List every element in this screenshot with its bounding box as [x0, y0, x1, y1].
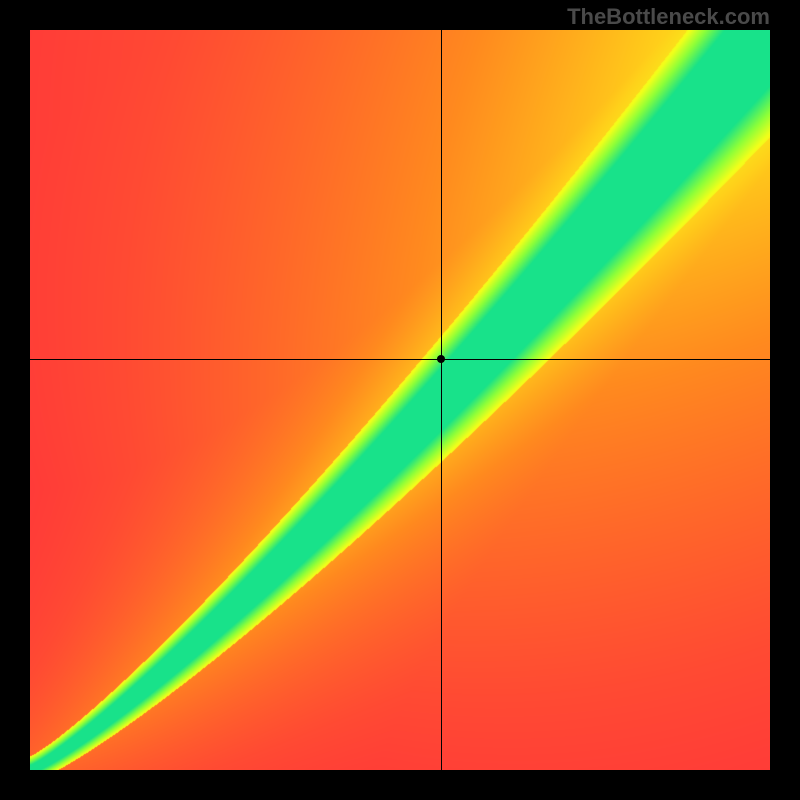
heatmap-canvas [30, 30, 770, 770]
chart-container: TheBottleneck.com [0, 0, 800, 800]
plot-area [30, 30, 770, 770]
watermark-text: TheBottleneck.com [567, 4, 770, 30]
